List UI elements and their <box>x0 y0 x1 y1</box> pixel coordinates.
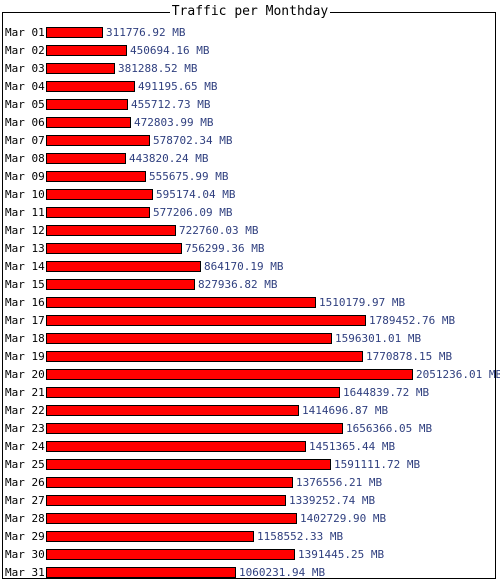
traffic-bar <box>46 531 254 542</box>
value-label: 1402729.90 MB <box>300 512 386 525</box>
traffic-bar <box>46 405 299 416</box>
value-label: 1510179.97 MB <box>319 296 405 309</box>
traffic-bar <box>46 315 366 326</box>
traffic-bar <box>46 243 182 254</box>
day-label: Mar 06 <box>5 116 45 129</box>
value-label: 2051236.01 MB <box>416 368 500 381</box>
value-label: 1656366.05 MB <box>346 422 432 435</box>
traffic-bar <box>46 153 126 164</box>
day-label: Mar 21 <box>5 386 45 399</box>
day-label: Mar 26 <box>5 476 45 489</box>
value-label: 578702.34 MB <box>153 134 233 147</box>
traffic-bar <box>46 81 135 92</box>
day-label: Mar 11 <box>5 206 45 219</box>
traffic-bar <box>46 297 316 308</box>
value-label: 1451365.44 MB <box>309 440 395 453</box>
traffic-bar <box>46 261 201 272</box>
day-label: Mar 27 <box>5 494 45 507</box>
day-label: Mar 17 <box>5 314 45 327</box>
value-label: 1591111.72 MB <box>334 458 420 471</box>
traffic-bar <box>46 63 115 74</box>
day-label: Mar 16 <box>5 296 45 309</box>
day-label: Mar 09 <box>5 170 45 183</box>
value-label: 756299.36 MB <box>185 242 265 255</box>
day-label: Mar 20 <box>5 368 45 381</box>
traffic-bar <box>46 279 195 290</box>
value-label: 595174.04 MB <box>156 188 236 201</box>
value-label: 1596301.01 MB <box>335 332 421 345</box>
value-label: 577206.09 MB <box>153 206 233 219</box>
traffic-bar <box>46 171 146 182</box>
day-label: Mar 14 <box>5 260 45 273</box>
traffic-bar <box>46 333 332 344</box>
value-label: 864170.19 MB <box>204 260 284 273</box>
value-label: 443820.24 MB <box>129 152 209 165</box>
value-label: 1158552.33 MB <box>257 530 343 543</box>
day-label: Mar 12 <box>5 224 45 237</box>
day-label: Mar 07 <box>5 134 45 147</box>
value-label: 1789452.76 MB <box>369 314 455 327</box>
traffic-bar <box>46 207 150 218</box>
day-label: Mar 24 <box>5 440 45 453</box>
value-label: 1391445.25 MB <box>298 548 384 561</box>
day-label: Mar 15 <box>5 278 45 291</box>
value-label: 455712.73 MB <box>131 98 211 111</box>
value-label: 1770878.15 MB <box>366 350 452 363</box>
day-label: Mar 05 <box>5 98 45 111</box>
traffic-bar <box>46 351 363 362</box>
traffic-bar <box>46 441 306 452</box>
traffic-bar <box>46 27 103 38</box>
traffic-bar <box>46 45 127 56</box>
value-label: 311776.92 MB <box>106 26 186 39</box>
value-label: 1060231.94 MB <box>239 566 325 579</box>
day-label: Mar 01 <box>5 26 45 39</box>
day-label: Mar 08 <box>5 152 45 165</box>
day-label: Mar 02 <box>5 44 45 57</box>
day-label: Mar 18 <box>5 332 45 345</box>
traffic-bar <box>46 387 340 398</box>
traffic-bar <box>46 135 150 146</box>
value-label: 1376556.21 MB <box>296 476 382 489</box>
traffic-bar <box>46 117 131 128</box>
day-label: Mar 28 <box>5 512 45 525</box>
value-label: 1339252.74 MB <box>289 494 375 507</box>
day-label: Mar 29 <box>5 530 45 543</box>
day-label: Mar 22 <box>5 404 45 417</box>
day-label: Mar 03 <box>5 62 45 75</box>
traffic-bar <box>46 423 343 434</box>
value-label: 1414696.87 MB <box>302 404 388 417</box>
day-label: Mar 31 <box>5 566 45 579</box>
day-label: Mar 23 <box>5 422 45 435</box>
traffic-bar <box>46 459 331 470</box>
traffic-bar <box>46 477 293 488</box>
day-label: Mar 10 <box>5 188 45 201</box>
value-label: 381288.52 MB <box>118 62 198 75</box>
value-label: 450694.16 MB <box>130 44 210 57</box>
value-label: 472803.99 MB <box>134 116 214 129</box>
traffic-bar <box>46 225 176 236</box>
traffic-bar <box>46 99 128 110</box>
value-label: 555675.99 MB <box>149 170 229 183</box>
traffic-bar <box>46 513 297 524</box>
traffic-bar <box>46 369 413 380</box>
day-label: Mar 30 <box>5 548 45 561</box>
traffic-bar <box>46 495 286 506</box>
day-label: Mar 13 <box>5 242 45 255</box>
traffic-bar <box>46 567 236 578</box>
value-label: 1644839.72 MB <box>343 386 429 399</box>
value-label: 722760.03 MB <box>179 224 259 237</box>
day-label: Mar 04 <box>5 80 45 93</box>
traffic-bar <box>46 549 295 560</box>
value-label: 491195.65 MB <box>138 80 218 93</box>
value-label: 827936.82 MB <box>198 278 278 291</box>
day-label: Mar 19 <box>5 350 45 363</box>
traffic-bar <box>46 189 153 200</box>
day-label: Mar 25 <box>5 458 45 471</box>
